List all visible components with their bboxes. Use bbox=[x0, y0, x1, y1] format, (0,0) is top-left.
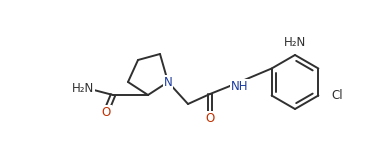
Text: O: O bbox=[101, 105, 111, 119]
Text: NH: NH bbox=[231, 80, 248, 92]
Text: O: O bbox=[205, 112, 215, 124]
Text: Cl: Cl bbox=[331, 89, 343, 102]
Text: H₂N: H₂N bbox=[284, 35, 306, 49]
Text: N: N bbox=[164, 75, 172, 89]
Text: H₂N: H₂N bbox=[72, 82, 94, 94]
